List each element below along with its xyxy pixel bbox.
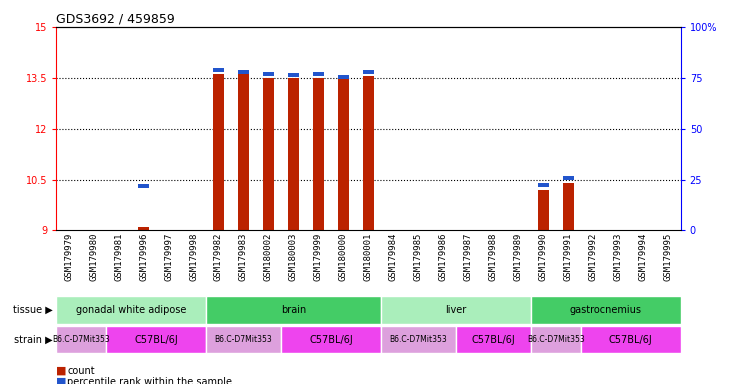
Text: C57BL/6J: C57BL/6J bbox=[134, 335, 178, 345]
Text: GSM179999: GSM179999 bbox=[314, 232, 323, 281]
Text: GSM179980: GSM179980 bbox=[89, 232, 98, 281]
Bar bbox=[363, 70, 374, 74]
Bar bbox=[531, 296, 681, 324]
Bar bbox=[562, 183, 574, 230]
Text: GSM179996: GSM179996 bbox=[139, 232, 148, 281]
Text: GSM179984: GSM179984 bbox=[389, 232, 398, 281]
Bar bbox=[338, 78, 349, 230]
Text: B6.C-D7Mit353: B6.C-D7Mit353 bbox=[390, 335, 447, 344]
Text: GSM179993: GSM179993 bbox=[613, 232, 623, 281]
Bar bbox=[238, 74, 249, 230]
Text: C57BL/6J: C57BL/6J bbox=[309, 335, 353, 345]
Text: GSM179991: GSM179991 bbox=[564, 232, 573, 281]
Text: GSM179988: GSM179988 bbox=[488, 232, 498, 281]
Text: GSM180001: GSM180001 bbox=[364, 232, 373, 281]
Text: GSM179979: GSM179979 bbox=[64, 232, 73, 281]
Text: liver: liver bbox=[445, 305, 467, 315]
Bar bbox=[263, 78, 274, 230]
Bar bbox=[56, 296, 206, 324]
Text: GSM179989: GSM179989 bbox=[514, 232, 523, 281]
Bar bbox=[281, 326, 381, 353]
Text: GSM179990: GSM179990 bbox=[539, 232, 548, 281]
Bar bbox=[580, 326, 681, 353]
Bar bbox=[138, 184, 149, 188]
Text: GSM180002: GSM180002 bbox=[264, 232, 273, 281]
Bar bbox=[313, 78, 324, 230]
Text: C57BL/6J: C57BL/6J bbox=[471, 335, 515, 345]
Text: GSM179995: GSM179995 bbox=[663, 232, 672, 281]
Bar bbox=[138, 227, 149, 230]
Bar bbox=[288, 78, 299, 230]
Bar bbox=[263, 72, 274, 76]
Bar bbox=[213, 68, 224, 72]
Bar bbox=[381, 326, 456, 353]
Bar bbox=[56, 326, 106, 353]
Bar bbox=[206, 296, 381, 324]
Text: GSM180003: GSM180003 bbox=[289, 232, 298, 281]
Text: count: count bbox=[67, 366, 95, 376]
Bar bbox=[456, 326, 531, 353]
Text: GSM180000: GSM180000 bbox=[339, 232, 348, 281]
Text: GDS3692 / 459859: GDS3692 / 459859 bbox=[56, 13, 175, 26]
Text: gastrocnemius: gastrocnemius bbox=[570, 305, 642, 315]
Bar bbox=[313, 72, 324, 76]
Text: GSM179981: GSM179981 bbox=[114, 232, 123, 281]
Text: GSM179986: GSM179986 bbox=[439, 232, 448, 281]
Text: GSM179985: GSM179985 bbox=[414, 232, 423, 281]
Bar bbox=[538, 190, 549, 230]
Bar bbox=[106, 326, 206, 353]
Text: GSM179994: GSM179994 bbox=[639, 232, 648, 281]
Bar bbox=[338, 75, 349, 79]
Bar bbox=[363, 76, 374, 230]
Bar bbox=[213, 74, 224, 230]
Text: GSM179997: GSM179997 bbox=[164, 232, 173, 281]
Bar bbox=[562, 176, 574, 180]
Text: ■: ■ bbox=[56, 377, 67, 384]
Text: GSM179987: GSM179987 bbox=[464, 232, 473, 281]
Bar bbox=[381, 296, 531, 324]
Text: GSM179998: GSM179998 bbox=[189, 232, 198, 281]
Text: percentile rank within the sample: percentile rank within the sample bbox=[67, 377, 233, 384]
Text: brain: brain bbox=[280, 305, 306, 315]
Text: strain ▶: strain ▶ bbox=[13, 335, 52, 345]
Text: GSM179992: GSM179992 bbox=[589, 232, 598, 281]
Text: gonadal white adipose: gonadal white adipose bbox=[76, 305, 186, 315]
Text: B6.C-D7Mit353: B6.C-D7Mit353 bbox=[215, 335, 272, 344]
Bar bbox=[288, 73, 299, 78]
Bar bbox=[538, 182, 549, 187]
Text: C57BL/6J: C57BL/6J bbox=[609, 335, 652, 345]
Bar bbox=[206, 326, 281, 353]
Text: ■: ■ bbox=[56, 366, 67, 376]
Text: GSM179982: GSM179982 bbox=[214, 232, 223, 281]
Text: tissue ▶: tissue ▶ bbox=[13, 305, 52, 315]
Text: B6.C-D7Mit353: B6.C-D7Mit353 bbox=[52, 335, 110, 344]
Bar bbox=[531, 326, 580, 353]
Text: B6.C-D7Mit353: B6.C-D7Mit353 bbox=[527, 335, 585, 344]
Bar bbox=[238, 70, 249, 74]
Text: GSM179983: GSM179983 bbox=[239, 232, 248, 281]
